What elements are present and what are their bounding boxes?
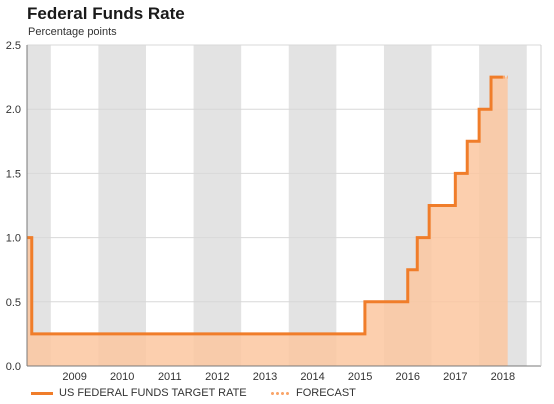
- legend-label-forecast: FORECAST: [296, 387, 356, 399]
- legend-item-target-rate: US FEDERAL FUNDS TARGET RATE: [31, 387, 247, 399]
- year-band-2010: [98, 45, 146, 366]
- area-layer: [27, 77, 508, 366]
- y-tick-label: 1.5: [6, 168, 21, 180]
- chart-subtitle: Percentage points: [28, 26, 117, 38]
- x-tick-label: 2014: [300, 371, 324, 383]
- target-rate-area: [27, 77, 508, 366]
- y-tick-label: 0.5: [6, 297, 21, 309]
- y-tick-label: 0.0: [6, 361, 21, 373]
- x-tick-label: 2016: [395, 371, 419, 383]
- x-tick-label: 2017: [443, 371, 467, 383]
- legend-item-forecast: FORECAST: [270, 387, 356, 399]
- line-layer: [27, 75, 508, 336]
- x-tick-label: 2009: [62, 371, 86, 383]
- target-rate-line: [27, 75, 503, 336]
- legend-swatch-target-rate: [31, 391, 53, 395]
- chart-title: Federal Funds Rate: [27, 4, 185, 23]
- y-tick-label: 2.0: [6, 104, 21, 116]
- x-tick-labels: 2009 2010 2011 2012 2013 2014 2015 2016 2017 2018: [62, 371, 515, 383]
- x-tick-label: 2011: [158, 371, 182, 383]
- x-tick-label: 2010: [110, 371, 134, 383]
- x-tick-label: 2013: [253, 371, 277, 383]
- legend: US FEDERAL FUNDS TARGET RATE FORECAST: [0, 386, 554, 404]
- y-tick-label: 2.5: [6, 40, 21, 52]
- x-tick-label: 2012: [205, 371, 229, 383]
- year-band-2014: [288, 45, 337, 366]
- legend-swatch-forecast: [270, 390, 290, 396]
- axes: [26, 45, 542, 367]
- x-tick-label: 2018: [491, 371, 515, 383]
- y-tick-label: 1.0: [6, 233, 21, 245]
- year-band-2012: [193, 45, 242, 366]
- legend-label-target-rate: US FEDERAL FUNDS TARGET RATE: [59, 387, 247, 399]
- x-tick-label: 2015: [348, 371, 372, 383]
- y-tick-labels: 0.0 0.5 1.0 1.5 2.0 2.5: [6, 40, 21, 373]
